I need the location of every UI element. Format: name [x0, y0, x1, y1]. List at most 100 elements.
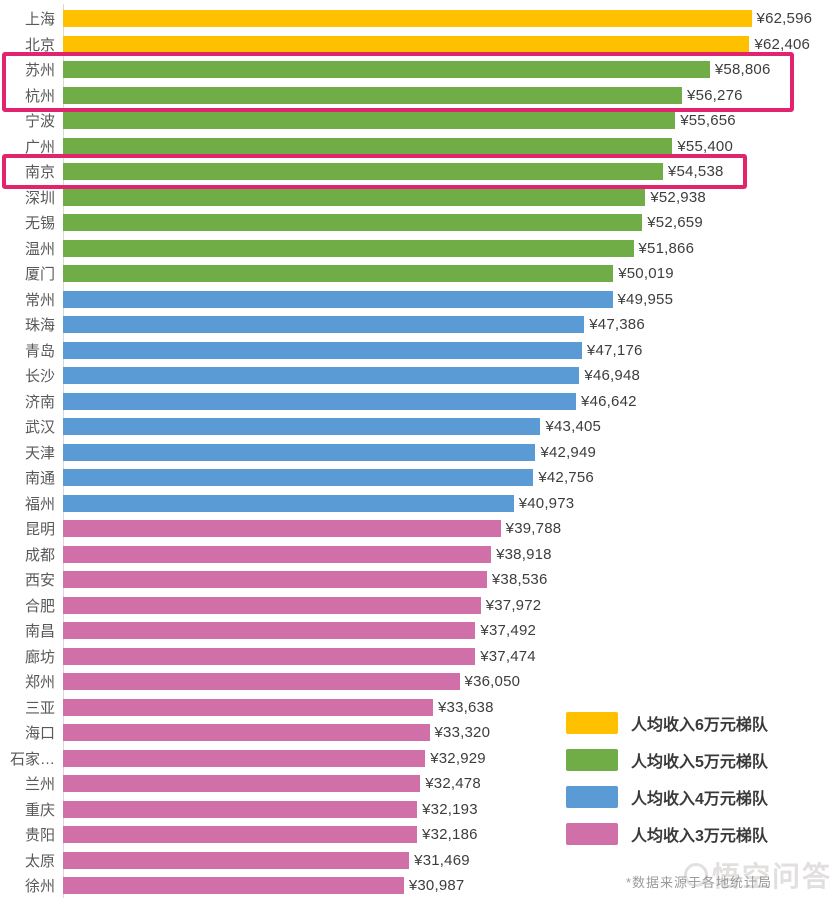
bar-row: 武汉 ¥43,405 — [0, 414, 833, 440]
legend-label: 人均收入3万元梯队 — [631, 828, 768, 845]
bar-row: 杭州 ¥56,276 — [0, 83, 833, 109]
value-label: ¥33,320 — [434, 724, 491, 742]
plot-area: ¥33,638 — [63, 698, 833, 716]
city-label: 贵阳 — [24, 827, 55, 845]
bar-row: 厦门 ¥50,019 — [0, 261, 833, 287]
bars-container: 上海 ¥62,596 北京 ¥62,406 苏州 ¥58,806 杭州 ¥56,276 宁波 ¥5… — [0, 6, 833, 899]
plot-area: ¥37,492 — [63, 622, 833, 640]
legend-label: 人均收入6万元梯队 — [631, 717, 768, 734]
plot-area: ¥39,788 — [63, 520, 833, 538]
bar-row: 成都 ¥38,918 — [0, 542, 833, 568]
bar — [63, 86, 683, 104]
value-label: ¥56,276 — [687, 86, 743, 104]
city-label: 武汉 — [24, 419, 55, 437]
legend-swatch-icon — [566, 712, 618, 734]
plot-area: ¥51,866 — [63, 239, 833, 257]
bar — [63, 469, 534, 487]
value-label: ¥54,538 — [667, 163, 724, 181]
bar-row: 贵阳 ¥32,186 — [0, 822, 833, 848]
value-label: ¥46,642 — [581, 392, 637, 410]
plot-area: ¥52,659 — [63, 214, 833, 232]
plot-area: ¥58,806 — [63, 61, 833, 79]
bar — [63, 137, 673, 155]
value-label: ¥37,972 — [485, 596, 542, 614]
value-label: ¥32,929 — [430, 749, 486, 767]
plot-area: ¥38,918 — [63, 545, 833, 563]
value-label: ¥37,492 — [480, 622, 537, 640]
city-label: 廊坊 — [24, 648, 55, 666]
plot-area: ¥42,949 — [63, 443, 833, 461]
plot-area: ¥46,642 — [63, 392, 833, 410]
bar — [63, 673, 460, 691]
bar — [63, 316, 585, 334]
bar — [63, 10, 752, 28]
bar — [63, 367, 580, 385]
plot-area: ¥56,276 — [63, 86, 833, 104]
bar-row: 西安 ¥38,536 — [0, 567, 833, 593]
bar-row: 济南 ¥46,642 — [0, 389, 833, 415]
value-label: ¥52,938 — [650, 188, 706, 206]
bar — [63, 520, 501, 538]
footnote: *数据来源于各地统计局 — [626, 875, 773, 890]
bar-row: 北京 ¥62,406 — [0, 32, 833, 58]
bar-row: 无锡 ¥52,659 — [0, 210, 833, 236]
bar-row: 重庆 ¥32,193 — [0, 797, 833, 823]
value-label: ¥38,536 — [491, 571, 548, 589]
plot-area: ¥54,538 — [63, 163, 833, 181]
plot-area: ¥40,973 — [63, 494, 833, 512]
bar — [63, 749, 426, 767]
value-label: ¥62,596 — [756, 10, 813, 28]
city-label: 深圳 — [24, 189, 55, 207]
city-label: 福州 — [24, 495, 55, 513]
value-label: ¥32,478 — [425, 775, 481, 793]
city-label: 西安 — [24, 572, 55, 590]
bar-row: 温州 ¥51,866 — [0, 236, 833, 262]
city-label: 兰州 — [24, 776, 55, 794]
city-label: 徐州 — [24, 878, 55, 896]
plot-area: ¥36,050 — [63, 673, 833, 691]
bar — [63, 188, 646, 206]
legend-swatch-icon — [566, 786, 618, 808]
plot-area: ¥47,176 — [63, 341, 833, 359]
legend-label: 人均收入5万元梯队 — [631, 754, 768, 771]
value-label: ¥31,469 — [414, 851, 470, 869]
value-label: ¥50,019 — [618, 265, 674, 283]
bar-row: 海口 ¥33,320 — [0, 720, 833, 746]
bar-row: 合肥 ¥37,972 — [0, 593, 833, 619]
legend-item: 人均收入6万元梯队 — [566, 712, 768, 734]
value-label: ¥38,918 — [496, 545, 552, 563]
bar-row: 珠海 ¥47,386 — [0, 312, 833, 338]
legend-item: 人均收入4万元梯队 — [566, 786, 768, 808]
legend-label: 人均收入4万元梯队 — [631, 791, 768, 808]
bar — [63, 163, 663, 181]
bar — [63, 392, 577, 410]
value-label: ¥49,955 — [617, 290, 674, 308]
value-label: ¥32,186 — [422, 826, 478, 844]
value-label: ¥55,656 — [680, 112, 736, 130]
bar-row: 南京 ¥54,538 — [0, 159, 833, 185]
city-label: 天津 — [24, 444, 55, 462]
value-label: ¥62,406 — [754, 35, 811, 53]
plot-area: ¥49,955 — [63, 290, 833, 308]
legend-swatch-icon — [566, 749, 618, 771]
plot-area: ¥52,938 — [63, 188, 833, 206]
bar — [63, 290, 613, 308]
plot-area: ¥47,386 — [63, 316, 833, 334]
city-label: 苏州 — [24, 62, 55, 80]
plot-area: ¥37,972 — [63, 596, 833, 614]
bar-row: 长沙 ¥46,948 — [0, 363, 833, 389]
plot-area: ¥32,193 — [63, 800, 833, 818]
plot-area: ¥37,474 — [63, 647, 833, 665]
bar — [63, 775, 421, 793]
city-label: 南昌 — [24, 623, 55, 641]
bar — [63, 443, 536, 461]
value-label: ¥42,756 — [538, 469, 594, 487]
city-label: 长沙 — [24, 368, 55, 386]
plot-area: ¥33,320 — [63, 724, 833, 742]
bar-row: 石家… ¥32,929 — [0, 746, 833, 772]
bar — [63, 112, 676, 130]
plot-area: ¥46,948 — [63, 367, 833, 385]
bar-row: 昆明 ¥39,788 — [0, 516, 833, 542]
city-label: 三亚 — [24, 699, 55, 717]
value-label: ¥40,973 — [518, 494, 575, 512]
